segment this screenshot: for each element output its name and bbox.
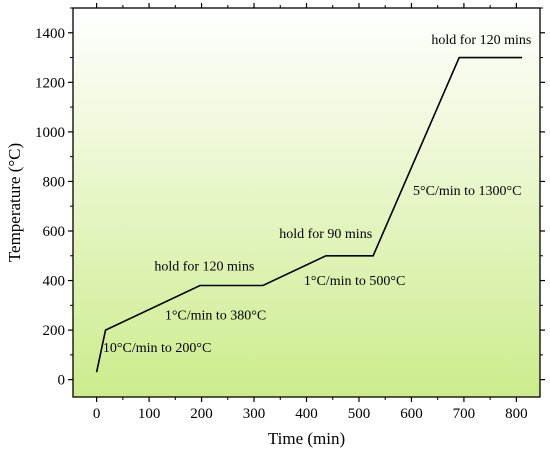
- x-tick-label: 100: [138, 406, 161, 422]
- x-axis-title: Time (min): [268, 429, 345, 448]
- y-tick-label: 1400: [35, 26, 65, 42]
- x-tick-label: 800: [505, 406, 528, 422]
- y-tick-label: 600: [43, 224, 66, 240]
- x-tick-label: 300: [243, 406, 266, 422]
- y-tick-label: 0: [58, 373, 66, 389]
- annotation-label: 1°C/min to 500°C: [304, 274, 405, 289]
- y-axis-ticks: 0 200 400 600 800 1000 1200 1400: [35, 7, 545, 389]
- x-tick-label: 500: [348, 406, 371, 422]
- y-tick-label: 1200: [35, 75, 65, 91]
- annotations: 10°C/min to 200°C 1°C/min to 380°C hold fo…: [103, 33, 531, 356]
- annotation-label: 1°C/min to 380°C: [165, 308, 266, 323]
- annotation-label: 10°C/min to 200°C: [103, 341, 211, 356]
- x-axis-ticks: 0 100 200 300 400 500 600 700 800: [93, 3, 528, 422]
- annotation-label: hold for 120 mins: [154, 260, 254, 275]
- plot-area-background: [73, 8, 540, 397]
- x-tick-label: 200: [190, 406, 213, 422]
- y-tick-label: 400: [43, 274, 66, 290]
- x-tick-label: 0: [93, 406, 101, 422]
- annotation-label: 5°C/min to 1300°C: [413, 184, 521, 199]
- series-line-0: [95, 56, 523, 373]
- y-tick-label: 800: [43, 174, 66, 190]
- chart-marks: [95, 56, 523, 373]
- y-tick-label: 200: [43, 323, 66, 339]
- annotation-label: hold for 120 mins: [431, 33, 531, 48]
- y-tick-label: 1000: [35, 125, 65, 141]
- x-tick-label: 600: [400, 406, 423, 422]
- x-tick-label: 700: [453, 406, 476, 422]
- x-tick-label: 400: [295, 406, 318, 422]
- annotation-label: hold for 90 mins: [279, 227, 372, 242]
- y-axis-title: Temperature (°C): [5, 143, 24, 262]
